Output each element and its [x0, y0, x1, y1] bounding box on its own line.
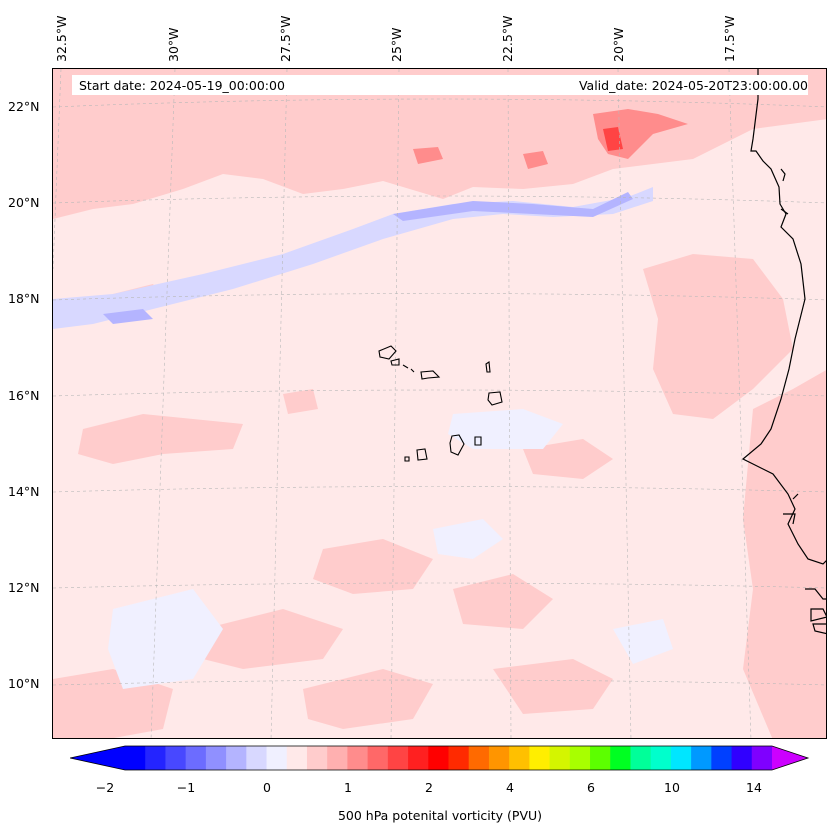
colorbar-swatch	[549, 746, 571, 770]
colorbar-outline	[70, 745, 810, 771]
colorbar-swatch	[387, 746, 409, 770]
colorbar-tick-label: 10	[664, 780, 680, 795]
date-info-bar	[72, 75, 808, 95]
colorbar-tick-label: 1	[344, 780, 352, 795]
colorbar-tick-label: 0	[263, 780, 271, 795]
colorbar-swatch	[306, 746, 328, 770]
colorbar-tick-label: 4	[506, 780, 514, 795]
colorbar-swatch	[610, 746, 631, 770]
colorbar-swatch	[731, 746, 753, 770]
africa-coastline	[741, 69, 826, 635]
colorbar-swatch	[630, 746, 652, 770]
colorbar-swatch	[347, 746, 369, 770]
colorbar-swatch	[751, 746, 773, 770]
pv-weak-negative-areas	[108, 409, 673, 689]
colorbar-tick-label: −1	[176, 780, 196, 795]
colorbar-swatch	[286, 746, 308, 770]
pv-negative-core	[103, 192, 633, 324]
colorbar-label: 500 hPa potenital vorticity (PVU)	[337, 808, 543, 823]
colorbar-swatch	[327, 746, 348, 770]
colorbar	[70, 745, 810, 771]
colorbar-swatch	[145, 746, 166, 770]
colorbar-swatch	[529, 746, 551, 770]
longitude-label: 25°W	[389, 27, 404, 62]
cape-verde-islands	[378, 345, 503, 462]
graticule	[53, 69, 826, 738]
colorbar-swatch	[509, 746, 530, 770]
colorbar-swatch	[428, 746, 449, 770]
colorbar-swatch	[650, 746, 672, 770]
colorbar-extend-min	[70, 746, 125, 770]
colorbar-swatch	[590, 746, 611, 770]
colorbar-swatch	[569, 746, 591, 770]
colorbar-swatch	[448, 746, 470, 770]
pv-positive-anomaly-areas	[53, 69, 826, 738]
colorbar-swatch	[367, 746, 389, 770]
colorbar-swatch	[185, 746, 207, 770]
latitude-label: 10°N	[8, 676, 40, 691]
colorbar-tick-label: 6	[587, 780, 595, 795]
latitude-label: 16°N	[8, 388, 40, 403]
colorbar-swatch	[711, 746, 733, 770]
colorbar-swatch	[408, 746, 429, 770]
pv-max-spot	[603, 127, 623, 151]
colorbar-tick-label: 14	[746, 780, 762, 795]
longitude-label: 27.5°W	[278, 15, 293, 62]
longitude-label: 20°W	[611, 27, 626, 62]
longitude-label: 22.5°W	[500, 15, 515, 62]
colorbar-swatch	[226, 746, 247, 770]
latitude-label: 18°N	[8, 291, 40, 306]
longitude-label: 17.5°W	[722, 15, 737, 62]
colorbar-swatch	[165, 746, 187, 770]
colorbar-swatch	[205, 746, 227, 770]
longitude-label: 32.5°W	[54, 15, 69, 62]
latitude-label: 12°N	[8, 580, 40, 595]
colorbar-swatch	[670, 746, 692, 770]
colorbar-extend-max	[772, 746, 808, 770]
latitude-label: 14°N	[8, 484, 40, 499]
latitude-label: 22°N	[8, 99, 40, 114]
valid-date-label: Valid_date: 2024-05-20T23:00:00.00	[578, 78, 808, 93]
colorbar-swatch	[691, 746, 712, 770]
colorbar-tick-label: −2	[95, 780, 115, 795]
latitude-label: 20°N	[8, 195, 40, 210]
colorbar-swatch	[488, 746, 510, 770]
colorbar-swatch	[246, 746, 268, 770]
start-date-label: Start date: 2024-05-19_00:00:00	[79, 78, 285, 93]
colorbar-swatch	[125, 746, 146, 770]
map-panel	[52, 68, 827, 739]
colorbar-tick-label: 2	[425, 780, 433, 795]
colorbar-swatch	[468, 746, 490, 770]
pv-field-map	[53, 69, 826, 738]
colorbar-swatch	[266, 746, 288, 770]
longitude-label: 30°W	[166, 27, 181, 62]
pv-negative-band	[53, 187, 653, 329]
